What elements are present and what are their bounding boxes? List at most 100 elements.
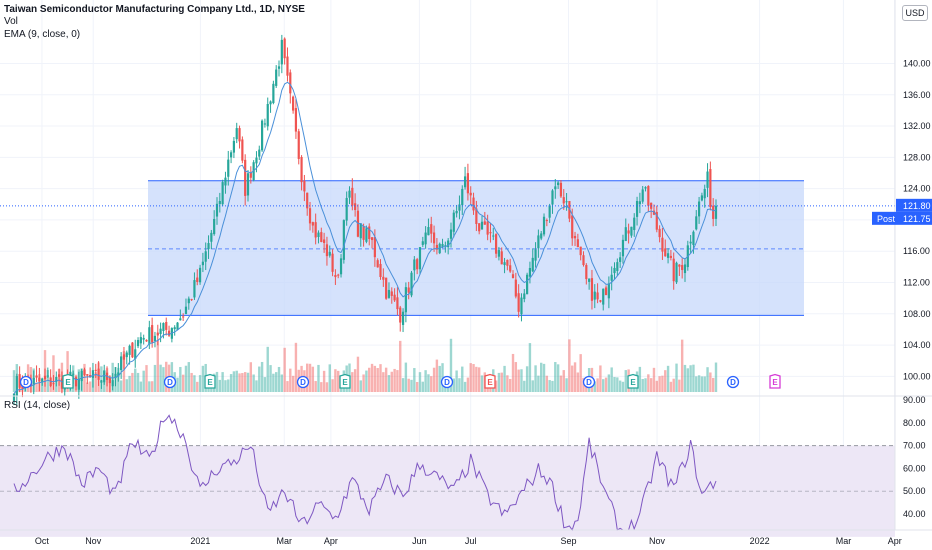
candle bbox=[435, 238, 438, 255]
candle bbox=[300, 155, 303, 191]
candle-body bbox=[283, 38, 286, 59]
candle-body bbox=[655, 211, 658, 230]
candle bbox=[190, 298, 193, 301]
volume-bar bbox=[556, 364, 560, 392]
candle-body bbox=[139, 337, 142, 344]
candle bbox=[136, 337, 140, 349]
candle bbox=[619, 252, 622, 268]
event-marker-earnings[interactable]: E bbox=[204, 373, 216, 389]
candle bbox=[712, 198, 715, 227]
candle-body bbox=[624, 227, 627, 241]
candle bbox=[244, 154, 247, 206]
candle-body bbox=[224, 177, 227, 186]
volume-bar bbox=[150, 381, 154, 392]
candle-body bbox=[308, 208, 312, 224]
candle-body bbox=[173, 327, 176, 330]
candle-body bbox=[551, 190, 554, 205]
event-marker-earnings-upcoming[interactable]: E bbox=[769, 373, 781, 389]
volume-bar bbox=[260, 361, 264, 392]
event-marker-earnings-negative[interactable]: E bbox=[484, 373, 496, 389]
candle-body bbox=[182, 316, 185, 318]
candle bbox=[641, 185, 644, 204]
candle-body bbox=[486, 221, 489, 235]
currency-selector[interactable]: USD bbox=[902, 5, 928, 21]
volume-bar bbox=[277, 366, 281, 392]
candle bbox=[503, 257, 506, 274]
volume-bar bbox=[218, 379, 222, 392]
event-marker-dividend[interactable]: D bbox=[440, 375, 454, 389]
volume-bar bbox=[196, 381, 199, 392]
candle-body bbox=[492, 235, 495, 237]
volume-bar bbox=[165, 361, 168, 392]
volume-bar bbox=[602, 379, 605, 392]
candle-body bbox=[469, 192, 472, 196]
candle bbox=[218, 192, 221, 213]
volume-bar bbox=[227, 379, 230, 392]
candle-body bbox=[12, 393, 16, 401]
candle-body bbox=[215, 203, 219, 217]
candle bbox=[12, 393, 16, 406]
volume-bar bbox=[596, 378, 599, 392]
candle-body bbox=[213, 218, 216, 235]
candle-body bbox=[666, 253, 670, 258]
event-marker-dividend[interactable]: D bbox=[296, 375, 310, 389]
event-marker-earnings[interactable]: E bbox=[627, 373, 639, 389]
candle-body bbox=[635, 200, 639, 217]
candle-body bbox=[117, 372, 120, 377]
candle bbox=[602, 288, 605, 311]
volume-bar bbox=[562, 370, 565, 392]
volume-bar bbox=[229, 374, 233, 392]
candle bbox=[585, 263, 588, 285]
candle-body bbox=[534, 249, 537, 261]
candle bbox=[131, 342, 134, 359]
volume-bar bbox=[678, 379, 681, 392]
candle-body bbox=[573, 235, 577, 239]
event-marker-dividend-upcoming[interactable]: D bbox=[726, 375, 740, 389]
candle-body bbox=[131, 342, 134, 358]
rsi-tick-label: 70.00 bbox=[903, 441, 926, 451]
candle-body bbox=[590, 278, 594, 301]
candle-body bbox=[190, 299, 193, 301]
event-label: D bbox=[586, 378, 592, 387]
candle-body bbox=[32, 377, 35, 386]
volume-bar bbox=[695, 376, 698, 392]
price-tick-label: 124.00 bbox=[903, 184, 931, 194]
event-marker-earnings[interactable]: E bbox=[339, 373, 351, 389]
candle bbox=[167, 325, 171, 337]
dividend-icon bbox=[726, 375, 740, 389]
candle bbox=[289, 69, 292, 104]
volume-bar bbox=[461, 366, 464, 392]
event-marker-earnings[interactable]: E bbox=[62, 373, 74, 389]
candle bbox=[526, 272, 529, 295]
candle-body bbox=[695, 216, 698, 230]
event-marker-dividend[interactable]: D bbox=[582, 375, 596, 389]
candle bbox=[404, 282, 407, 323]
volume-bar bbox=[266, 346, 269, 392]
volume-bar bbox=[523, 380, 526, 392]
candle-body bbox=[463, 176, 467, 188]
candle-body bbox=[151, 325, 154, 343]
volume-bar bbox=[686, 368, 690, 392]
post-price-tag bbox=[896, 211, 932, 225]
candle bbox=[153, 331, 157, 348]
event-marker-dividend[interactable]: D bbox=[19, 375, 33, 389]
candle bbox=[666, 248, 670, 264]
candle bbox=[114, 367, 117, 387]
candle-body bbox=[404, 287, 407, 313]
event-marker-dividend[interactable]: D bbox=[163, 375, 177, 389]
candle-body bbox=[568, 201, 571, 219]
last-price-label: 121.80 bbox=[903, 201, 931, 211]
candle bbox=[520, 293, 523, 322]
candle bbox=[134, 339, 137, 368]
volume-bar bbox=[520, 369, 523, 392]
post-price-label: 121.75 bbox=[903, 214, 931, 224]
candle-body bbox=[427, 227, 430, 236]
volume-bar bbox=[224, 380, 227, 392]
candle bbox=[32, 370, 35, 395]
candle bbox=[120, 352, 123, 379]
volume-bar bbox=[291, 375, 295, 392]
volume-bar bbox=[235, 370, 238, 392]
candle bbox=[229, 150, 233, 164]
